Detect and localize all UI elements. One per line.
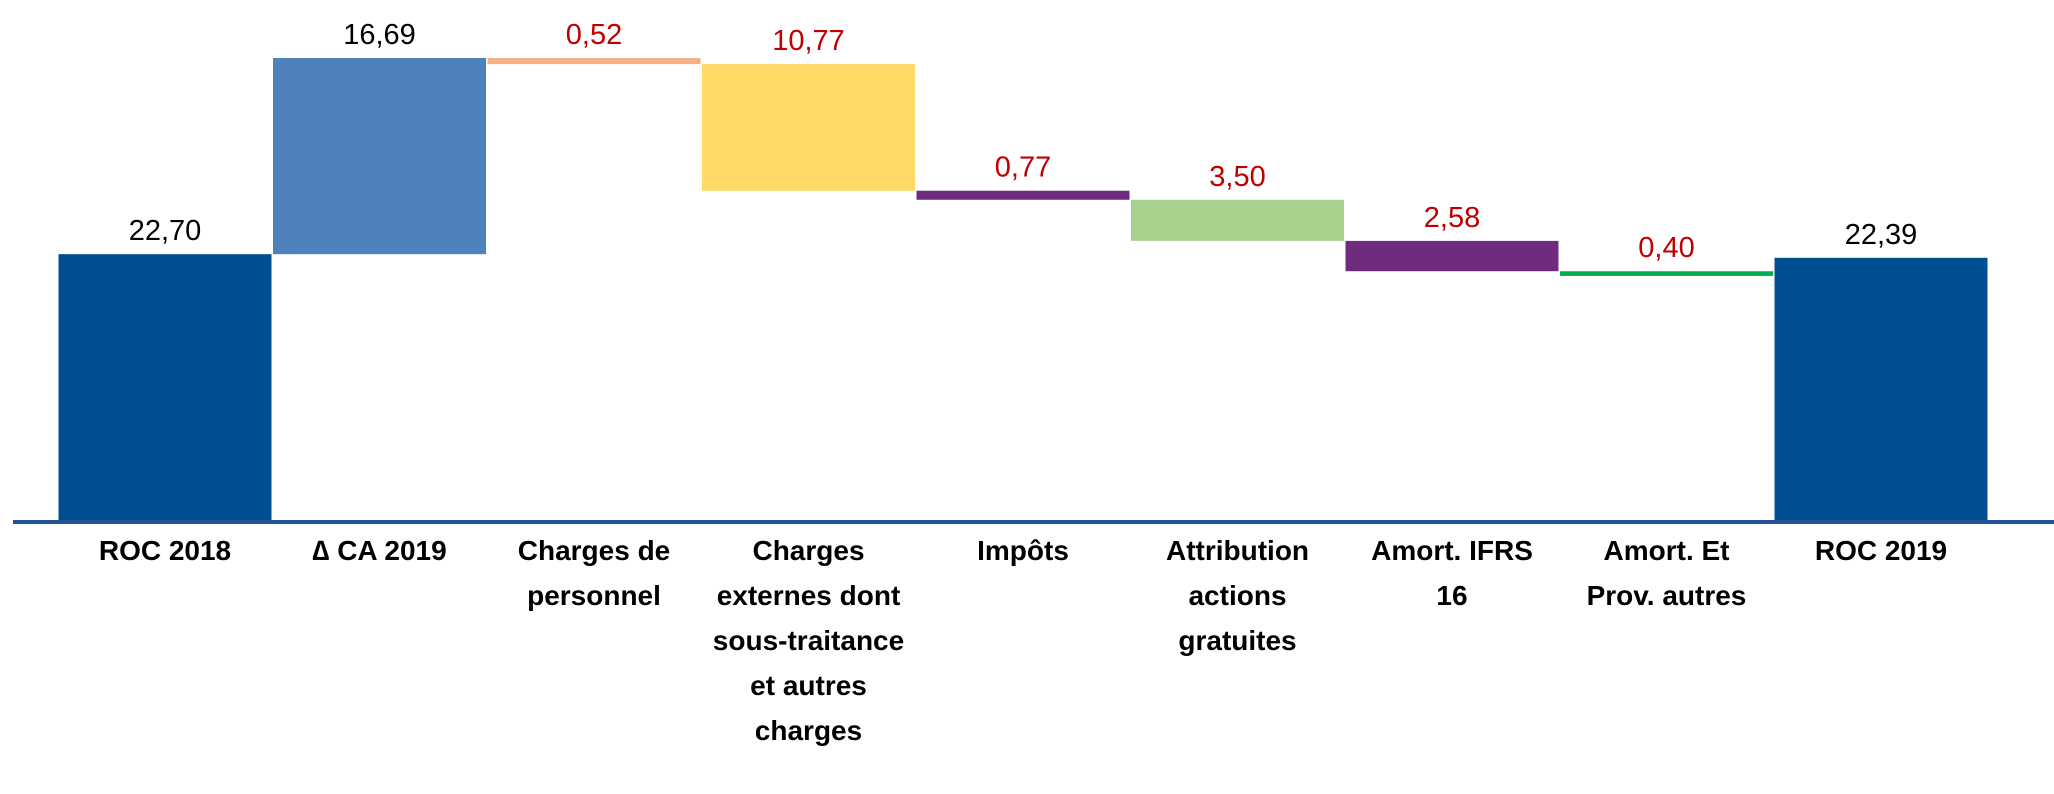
category-label: ROC 2018 — [98, 535, 232, 566]
category-label: Attribution actions gratuites — [1165, 535, 1310, 656]
bar — [1560, 271, 1773, 276]
bar — [58, 254, 272, 521]
category-label: Amort. IFRS 16 — [1371, 535, 1533, 611]
bar — [1131, 199, 1344, 241]
value-label: 0,40 — [1638, 232, 1694, 264]
bar — [916, 190, 1130, 200]
category-label: ∆ CA 2019 — [312, 535, 447, 566]
category-label: Charges de personnel — [517, 535, 671, 611]
value-label: 2,58 — [1424, 202, 1480, 234]
category-label: ROC 2019 — [1814, 535, 1948, 566]
value-label: 3,50 — [1209, 161, 1265, 193]
bar — [1345, 240, 1559, 272]
category-label: Amort. Et Prov. autres — [1586, 535, 1747, 611]
value-label: 0,77 — [995, 152, 1051, 184]
value-label: 22,39 — [1845, 219, 1918, 251]
value-label: 22,70 — [129, 215, 202, 247]
value-label: 10,77 — [772, 25, 845, 57]
bar — [702, 64, 915, 191]
value-label: 0,52 — [566, 19, 622, 51]
bar — [487, 58, 701, 65]
category-label: Impôts — [977, 535, 1069, 566]
bar — [1774, 257, 1988, 521]
bar — [273, 58, 486, 255]
value-label: 16,69 — [343, 19, 416, 51]
category-label: Charges externes dont sous-traitance et … — [712, 535, 905, 746]
